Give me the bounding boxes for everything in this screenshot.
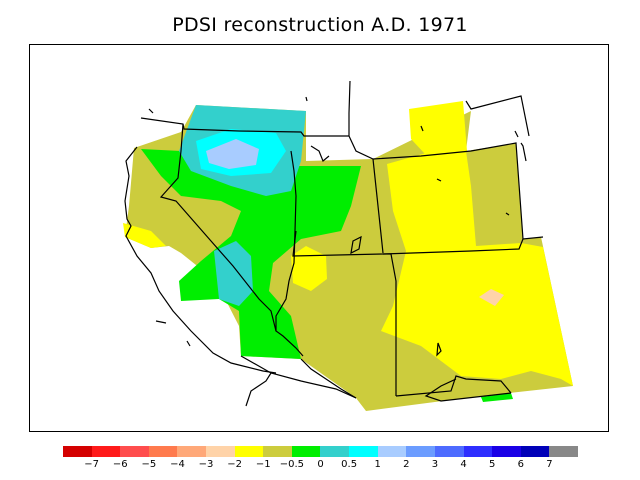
legend-swatch	[549, 446, 578, 457]
legend-label: −5	[141, 459, 157, 470]
region-green-se	[481, 393, 513, 402]
legend-swatch	[291, 446, 321, 457]
legend-swatch	[463, 446, 493, 457]
boundary-lines	[124, 80, 544, 407]
legend-label: −3	[198, 459, 214, 470]
legend-label: −0.5	[279, 459, 305, 470]
legend-color-bar	[63, 446, 578, 457]
legend-swatch	[120, 446, 149, 457]
legend-swatch	[320, 446, 350, 457]
legend-swatch	[148, 446, 178, 457]
map-title: PDSI reconstruction A.D. 1971	[172, 14, 468, 36]
legend-label: 7	[546, 459, 553, 470]
pdsi-map	[123, 80, 573, 411]
legend-swatch	[263, 446, 292, 457]
legend-swatch	[406, 446, 435, 457]
legend-label: −4	[170, 459, 185, 470]
legend-label: −6	[112, 459, 128, 470]
legend-label: 5	[488, 459, 496, 470]
color-legend: −7 −6 −5 −4 −3 −2 −1 −0.5 0 0.5 1 2 3 4 5 6 7	[63, 446, 578, 476]
legend-label: 0.5	[341, 459, 358, 470]
legend-swatch	[349, 446, 378, 457]
legend-swatch	[91, 446, 121, 457]
legend-swatch	[434, 446, 464, 457]
region-yellow-coast	[123, 223, 166, 248]
legend-swatch	[63, 446, 92, 457]
legend-swatch	[234, 446, 264, 457]
legend-label: 6	[517, 459, 524, 470]
region-peach	[479, 289, 504, 306]
legend-label: 4	[460, 459, 467, 470]
legend-label: 3	[431, 459, 439, 470]
legend-label: −7	[84, 459, 99, 470]
legend-swatch	[520, 446, 550, 457]
map-frame	[29, 44, 609, 432]
legend-swatch	[177, 446, 207, 457]
region-yellow-spot	[291, 246, 327, 291]
region-lightblue	[206, 139, 259, 169]
region-yellow-east	[381, 151, 573, 386]
legend-swatch	[492, 446, 521, 457]
legend-label: 1	[374, 459, 381, 470]
legend-labels: −7 −6 −5 −4 −3 −2 −1 −0.5 0 0.5 1 2 3 4 5 6 7	[63, 459, 578, 473]
legend-swatch	[377, 446, 407, 457]
region-green	[141, 149, 361, 359]
legend-swatch	[206, 446, 235, 457]
region-teal-south	[214, 241, 253, 306]
legend-label: −1	[255, 459, 271, 470]
legend-label: −2	[227, 459, 243, 470]
legend-label: 0	[317, 459, 324, 470]
legend-label: 2	[403, 459, 410, 470]
region-yellow-ne	[409, 101, 467, 154]
